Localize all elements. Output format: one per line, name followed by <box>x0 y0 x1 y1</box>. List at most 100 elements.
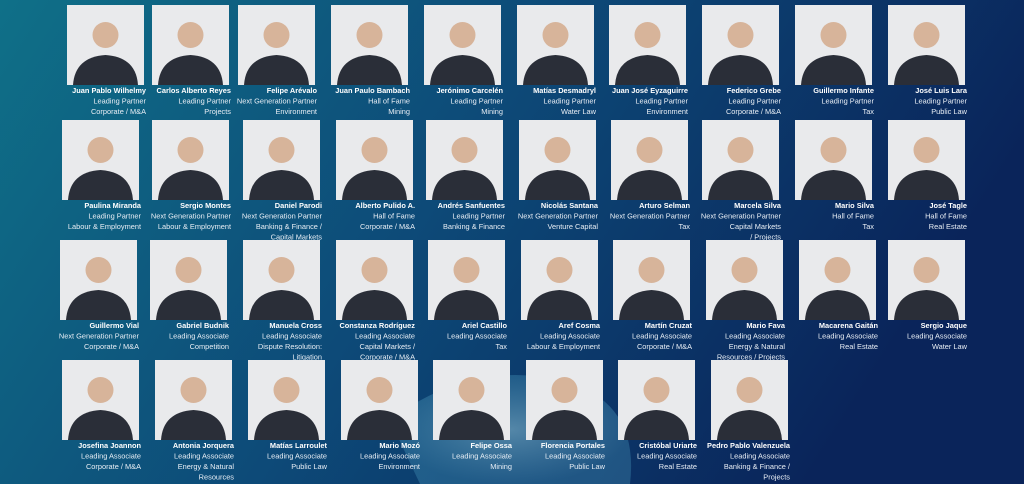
person-role: Leading Associate <box>725 331 785 340</box>
person-name: Sergio Montes <box>180 201 231 210</box>
photo-body <box>249 290 314 320</box>
person-name: Felipe Ossa <box>471 441 513 450</box>
person-role: Leading Associate <box>262 331 322 340</box>
person-name: José Tagle <box>929 201 967 210</box>
photo-body <box>717 410 782 440</box>
photo-head <box>356 22 383 48</box>
person-name: Aref Cosma <box>559 321 601 330</box>
photo-body <box>532 410 597 440</box>
person-role: Hall of Fame <box>368 96 410 105</box>
person-role: Leading Partner <box>88 211 141 220</box>
photo-body <box>801 55 866 85</box>
practice-area: Energy & Natural <box>178 462 235 471</box>
practice-area: Real Estate <box>929 222 967 231</box>
person-name: Guillermo Vial <box>89 321 139 330</box>
practice-area: Labour & Employment <box>527 342 600 351</box>
photo-head <box>177 22 204 48</box>
person-role: Leading Associate <box>360 451 420 460</box>
photo-head <box>180 377 207 403</box>
photo-body <box>432 170 497 200</box>
photo-head <box>636 137 663 163</box>
photo-head <box>542 22 569 48</box>
person-name: Matías Larroulet <box>270 441 328 450</box>
photo-body <box>430 55 495 85</box>
photo-head <box>727 22 754 48</box>
practice-area: Tax <box>863 222 875 231</box>
practice-area: Corporate / M&A <box>86 462 141 471</box>
person-name: Josefina Joannon <box>78 441 141 450</box>
photo-body <box>801 170 866 200</box>
practice-area: Corporate / M&A <box>637 342 692 351</box>
person-role: Leading Associate <box>907 331 967 340</box>
photo-body <box>347 410 412 440</box>
practice-area: Corporate / M&A <box>360 222 415 231</box>
person-name: Marcela Silva <box>734 201 782 210</box>
person-name: Felipe Arévalo <box>267 86 318 95</box>
person-role: Leading Associate <box>267 451 327 460</box>
photo-head <box>727 137 754 163</box>
person-role: Leading Associate <box>355 331 415 340</box>
practice-area: Capital Markets / <box>360 342 416 351</box>
photo-head <box>824 257 851 283</box>
person-role: Leading Associate <box>545 451 605 460</box>
photo-body <box>712 290 777 320</box>
practice-area: Resources <box>199 472 235 481</box>
photo-body <box>525 170 590 200</box>
photo-body <box>342 290 407 320</box>
person-name: Nicolás Santana <box>541 201 599 210</box>
person-name: Guillermo Infante <box>813 86 874 95</box>
photo-head <box>551 377 578 403</box>
photo-head <box>87 377 114 403</box>
person-role: Leading Partner <box>450 96 503 105</box>
practice-area: Mining <box>490 462 512 471</box>
practice-area: Environment <box>379 462 421 471</box>
person-name: José Luis Lara <box>915 86 968 95</box>
photo-head <box>273 377 300 403</box>
practice-area: Corporate / M&A <box>84 342 139 351</box>
photo-head <box>453 257 480 283</box>
photo-head <box>736 377 763 403</box>
person-role: Leading Associate <box>730 451 790 460</box>
person-name: Andrés Sanfuentes <box>438 201 505 210</box>
photo-body <box>708 170 773 200</box>
person-role: Leading Associate <box>452 451 512 460</box>
photo-body <box>249 170 314 200</box>
practice-area: Capital Markets <box>730 222 782 231</box>
person-name: Juan José Eyzaguirre <box>612 86 688 95</box>
practice-area: Corporate / M&A <box>360 352 415 361</box>
practice-area: Corporate / M&A <box>726 107 781 116</box>
practice-area: Environment <box>276 107 318 116</box>
photo-head <box>366 377 393 403</box>
photo-body <box>244 55 309 85</box>
practice-area: Real Estate <box>659 462 697 471</box>
photo-head <box>87 137 114 163</box>
person-role: Leading Partner <box>452 211 505 220</box>
photo-head <box>268 257 295 283</box>
person-name: Florencia Portales <box>541 441 605 450</box>
photo-body <box>161 410 226 440</box>
practice-area: Projects <box>763 472 790 481</box>
practice-area: Corporate / M&A <box>91 107 146 116</box>
profile-card: Alberto Pulido A.Hall of Fame Corporate /… <box>336 120 415 231</box>
person-name: Cristóbal Uriarte <box>639 441 697 450</box>
photo-body <box>894 170 959 200</box>
person-role: Next Generation Partner <box>242 211 323 220</box>
person-role: Leading Partner <box>543 96 596 105</box>
practice-area: Capital Markets <box>271 232 323 241</box>
photo-body <box>342 170 407 200</box>
practice-area: Mining <box>481 107 503 116</box>
